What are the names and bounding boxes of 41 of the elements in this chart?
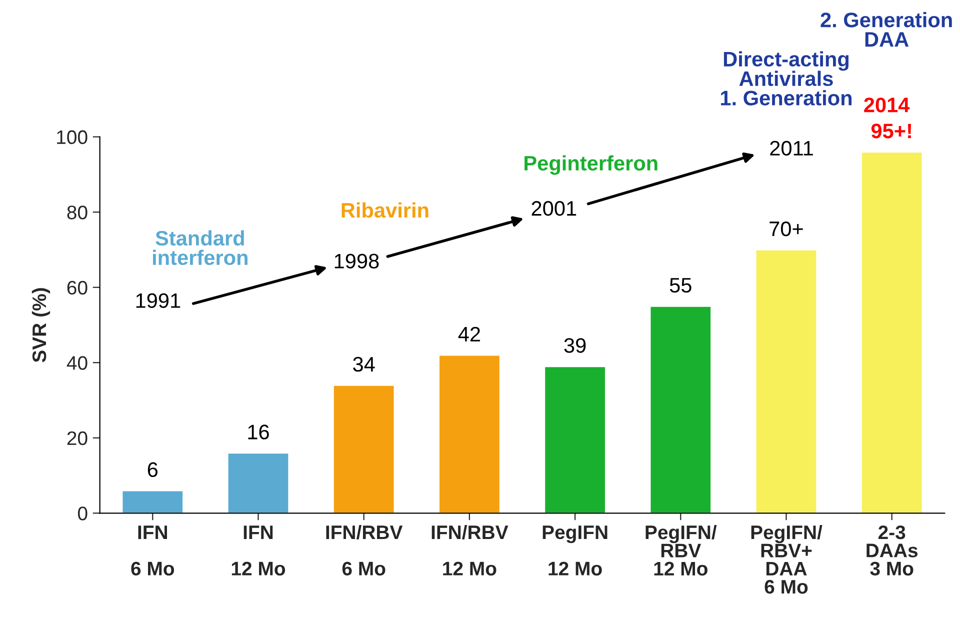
x-tick-label: IFN 6 Mo <box>131 526 174 576</box>
bar <box>754 249 818 514</box>
data-label: 55 <box>670 278 692 293</box>
annotation: 2011 <box>770 140 813 156</box>
data-label: 70+ <box>770 221 803 236</box>
data-label: 95+! <box>871 124 911 138</box>
text: Direct-acting Antivirals 1. Generation <box>720 51 852 106</box>
data-label: 34 <box>353 356 375 372</box>
bar <box>226 452 290 514</box>
x-tick-label: PegIFN 12 Mo <box>542 526 608 576</box>
x-tick-label: IFN/RBV 12 Mo <box>432 524 508 576</box>
bar <box>544 366 606 514</box>
annotation: 2001 <box>532 201 576 216</box>
y-tick-label: 0 <box>78 506 88 520</box>
annotation: Ribavirin <box>342 202 428 218</box>
annotation: Peginterferon <box>524 155 658 175</box>
y-tick-label: 80 <box>67 206 88 220</box>
y-tick-label: 40 <box>66 356 88 370</box>
data-label: 42 <box>458 326 480 342</box>
data-label: 6 <box>148 462 158 478</box>
y-tick-label: 20 <box>67 431 88 446</box>
bar <box>121 490 184 514</box>
bar <box>860 151 924 514</box>
x-tick-label: 2-3 DAAs 3 Mo <box>866 525 918 576</box>
x-tick-label: PegIFN/ RBV 12 Mo <box>646 524 717 576</box>
x-tick-label: IFN/RBV 6 Mo <box>326 524 403 576</box>
text: 2014 <box>864 98 910 112</box>
y-tick-label: 100 <box>57 130 88 144</box>
annotation: Standard interferon <box>153 230 248 266</box>
y-tick-label: 60 <box>67 280 88 295</box>
data-label: 39 <box>564 338 586 353</box>
bar <box>649 305 712 514</box>
x-tick-label: IFN 12 Mo <box>232 526 286 576</box>
annotation: 1991 <box>136 293 180 308</box>
text: 2. Generation DAA <box>820 12 952 47</box>
y-axis-title: SVR (%) <box>32 288 50 362</box>
data-label: 16 <box>248 424 269 440</box>
bar <box>332 384 396 514</box>
annotation: 1998 <box>334 254 379 268</box>
x-tick-label: PegIFN/ RBV+ DAA 6 Mo <box>751 524 822 594</box>
bar <box>438 354 501 514</box>
